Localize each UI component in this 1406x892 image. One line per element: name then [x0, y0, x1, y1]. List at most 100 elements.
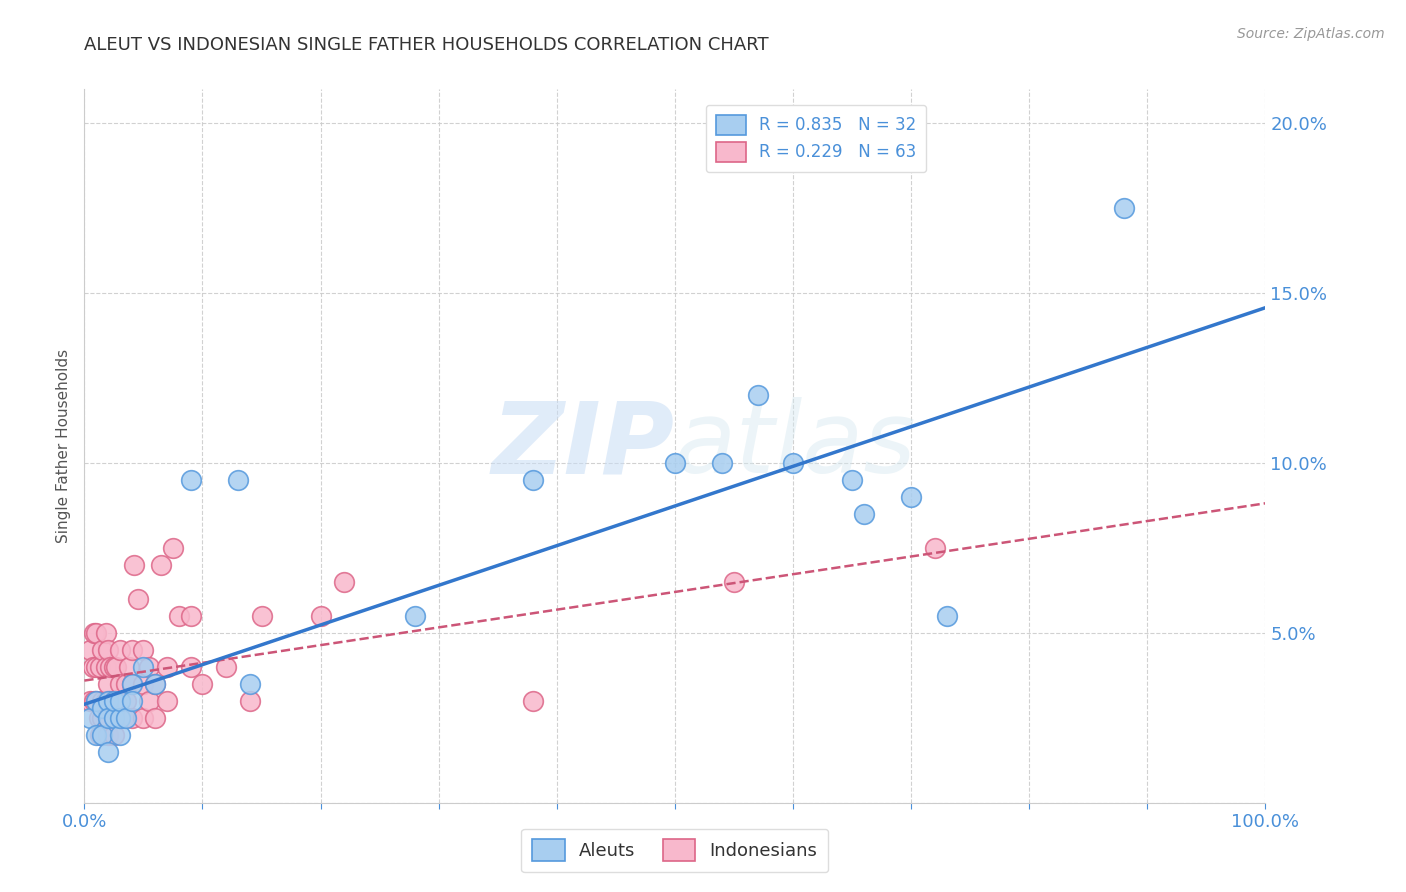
Point: [723, 574, 745, 589]
Point: [91, 643, 114, 657]
Point: [664, 456, 686, 470]
Point: [97, 677, 120, 691]
Point: [143, 677, 166, 691]
Point: [167, 608, 190, 623]
Text: ZIP: ZIP: [492, 398, 675, 494]
Point: [239, 677, 262, 691]
Point: [103, 711, 125, 725]
Point: [91, 700, 114, 714]
Point: [108, 711, 131, 725]
Point: [180, 608, 202, 623]
Point: [105, 694, 128, 708]
Point: [121, 677, 143, 691]
Point: [1112, 201, 1135, 215]
Point: [94, 626, 117, 640]
Point: [87, 711, 110, 725]
Point: [239, 694, 262, 708]
Point: [924, 541, 946, 555]
Point: [97, 643, 120, 657]
Point: [94, 694, 117, 708]
Point: [138, 660, 160, 674]
Point: [522, 694, 544, 708]
Point: [180, 473, 202, 487]
Y-axis label: Single Father Households: Single Father Households: [56, 349, 72, 543]
Point: [121, 643, 143, 657]
Point: [108, 643, 131, 657]
Point: [89, 660, 111, 674]
Point: [98, 660, 121, 674]
Point: [105, 660, 128, 674]
Point: [97, 745, 120, 759]
Point: [108, 711, 131, 725]
Point: [98, 694, 121, 708]
Point: [89, 728, 111, 742]
Point: [79, 711, 101, 725]
Point: [162, 541, 184, 555]
Point: [935, 608, 957, 623]
Point: [522, 473, 544, 487]
Point: [127, 591, 149, 606]
Point: [114, 694, 136, 708]
Text: atlas: atlas: [675, 398, 917, 494]
Point: [108, 677, 131, 691]
Point: [841, 473, 863, 487]
Point: [112, 711, 135, 725]
Point: [711, 456, 734, 470]
Point: [226, 473, 249, 487]
Point: [118, 660, 141, 674]
Point: [79, 643, 101, 657]
Point: [103, 728, 125, 742]
Point: [404, 608, 426, 623]
Point: [94, 660, 117, 674]
Point: [215, 660, 238, 674]
Point: [97, 711, 120, 725]
Point: [156, 660, 179, 674]
Point: [114, 711, 136, 725]
Point: [84, 694, 107, 708]
Point: [103, 694, 125, 708]
Point: [150, 558, 173, 572]
Point: [82, 660, 104, 674]
Legend: Aleuts, Indonesians: Aleuts, Indonesians: [522, 829, 828, 872]
Text: ALEUT VS INDONESIAN SINGLE FATHER HOUSEHOLDS CORRELATION CHART: ALEUT VS INDONESIAN SINGLE FATHER HOUSEH…: [84, 36, 769, 54]
Point: [83, 626, 105, 640]
Point: [143, 677, 166, 691]
Point: [114, 677, 136, 691]
Point: [91, 728, 114, 742]
Point: [84, 660, 107, 674]
Point: [143, 711, 166, 725]
Point: [79, 694, 101, 708]
Point: [180, 660, 202, 674]
Point: [97, 728, 120, 742]
Point: [132, 660, 155, 674]
Point: [191, 677, 214, 691]
Point: [103, 660, 125, 674]
Point: [132, 677, 155, 691]
Point: [250, 608, 273, 623]
Point: [782, 456, 804, 470]
Point: [97, 694, 120, 708]
Point: [309, 608, 332, 623]
Point: [121, 694, 143, 708]
Point: [900, 490, 922, 504]
Point: [91, 694, 114, 708]
Point: [91, 711, 114, 725]
Point: [132, 711, 155, 725]
Point: [747, 388, 769, 402]
Point: [84, 694, 107, 708]
Point: [97, 711, 120, 725]
Point: [108, 728, 131, 742]
Point: [132, 643, 155, 657]
Point: [138, 694, 160, 708]
Point: [83, 694, 105, 708]
Point: [156, 694, 179, 708]
Point: [103, 694, 125, 708]
Point: [121, 711, 143, 725]
Text: Source: ZipAtlas.com: Source: ZipAtlas.com: [1237, 27, 1385, 41]
Point: [84, 728, 107, 742]
Point: [108, 694, 131, 708]
Point: [852, 507, 875, 521]
Point: [122, 558, 145, 572]
Point: [121, 677, 143, 691]
Point: [333, 574, 356, 589]
